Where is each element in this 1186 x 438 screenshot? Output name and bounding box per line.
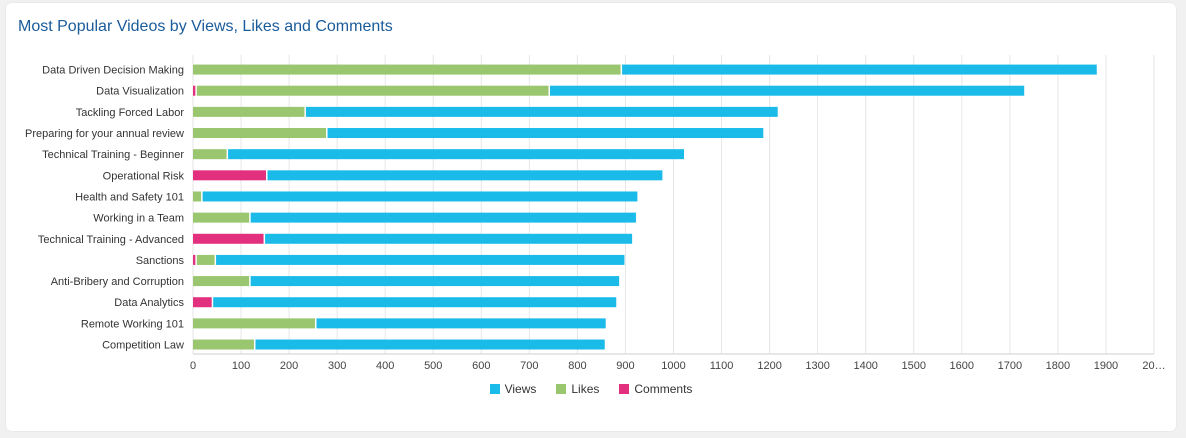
category-label: Anti-Bribery and Corruption [51, 276, 184, 288]
x-tick-label: 1500 [902, 360, 926, 372]
x-tick-label: 500 [424, 360, 442, 372]
x-tick-label: 100 [232, 360, 250, 372]
chart-card: Most Popular Videos by Views, Likes and … [6, 3, 1176, 431]
bar-views[interactable] [622, 64, 1097, 75]
x-tick-label: 0 [190, 360, 196, 372]
bar-likes[interactable] [193, 106, 305, 117]
category-label: Sanctions [136, 255, 185, 267]
category-label: Data Visualization [96, 86, 184, 98]
legend-item-comments[interactable]: Comments [619, 382, 692, 396]
x-tick-label: 1800 [1046, 360, 1070, 372]
bar-views[interactable] [550, 85, 1025, 96]
x-tick-label: 300 [328, 360, 346, 372]
x-tick-label: 1600 [950, 360, 974, 372]
x-tick-label: 800 [568, 360, 586, 372]
x-tick-label: 900 [616, 360, 634, 372]
bar-views[interactable] [213, 297, 617, 308]
bar-comments[interactable] [193, 233, 264, 244]
bar-views[interactable] [327, 128, 764, 139]
bar-views[interactable] [228, 149, 685, 160]
bar-likes[interactable] [193, 64, 621, 75]
category-label: Preparing for your annual review [25, 128, 184, 140]
x-tick-label: 1100 [710, 360, 734, 372]
bar-likes[interactable] [193, 149, 227, 160]
x-tick-label: 400 [376, 360, 394, 372]
bar-comments[interactable] [193, 254, 196, 265]
bar-likes[interactable] [193, 276, 250, 287]
bar-views[interactable] [316, 318, 606, 329]
category-label: Technical Training - Beginner [42, 149, 184, 161]
legend-swatch-views [489, 384, 500, 394]
legend-label-views: Views [504, 382, 537, 396]
bar-views[interactable] [250, 276, 620, 287]
legend-label-comments: Comments [634, 382, 693, 396]
bar-likes[interactable] [193, 191, 202, 202]
bar-likes[interactable] [196, 85, 549, 96]
bar-comments[interactable] [193, 85, 196, 96]
x-tick-label: 1900 [1094, 360, 1118, 372]
x-tick-label: 1700 [998, 360, 1022, 372]
category-label: Remote Working 101 [81, 318, 184, 330]
bar-views[interactable] [267, 170, 663, 181]
bar-comments[interactable] [193, 170, 266, 181]
bar-views[interactable] [305, 106, 778, 117]
x-tick-label: 1400 [853, 360, 877, 372]
category-label: Competition Law [102, 340, 184, 352]
bar-comments[interactable] [193, 297, 212, 308]
x-tick-label: 600 [472, 360, 490, 372]
x-tick-label: 1200 [757, 360, 781, 372]
bar-likes[interactable] [193, 339, 254, 350]
chart-title: Most Popular Videos by Views, Likes and … [18, 18, 393, 35]
x-tick-label: 1000 [661, 360, 685, 372]
x-tick-label: 700 [520, 360, 538, 372]
category-label: Tackling Forced Labor [76, 107, 185, 119]
legend-item-likes[interactable]: Likes [556, 382, 599, 396]
x-tick-label: 20… [1142, 360, 1165, 372]
legend-item-views[interactable]: Views [489, 382, 537, 396]
legend-label-likes: Likes [571, 382, 600, 396]
category-label: Operational Risk [103, 170, 185, 182]
bar-views[interactable] [202, 191, 638, 202]
bar-views[interactable] [250, 212, 636, 223]
bar-likes[interactable] [193, 128, 327, 139]
x-tick-label: 1300 [805, 360, 829, 372]
category-label: Working in a Team [93, 213, 184, 225]
legend: Views Likes Comments [6, 382, 1176, 396]
bar-likes[interactable] [196, 254, 215, 265]
bar-views[interactable] [265, 233, 633, 244]
category-label: Technical Training - Advanced [38, 234, 184, 246]
category-label: Data Driven Decision Making [42, 65, 184, 77]
bar-views[interactable] [255, 339, 605, 350]
x-tick-label: 200 [280, 360, 298, 372]
bar-likes[interactable] [193, 212, 250, 223]
category-label: Data Analytics [114, 297, 184, 309]
legend-swatch-likes [556, 384, 567, 394]
bar-likes[interactable] [193, 318, 315, 329]
bar-views[interactable] [216, 254, 625, 265]
category-label: Health and Safety 101 [75, 191, 184, 203]
bar-chart: Data Driven Decision Making Data Visualiz… [25, 55, 1166, 372]
legend-swatch-comments [619, 384, 630, 394]
